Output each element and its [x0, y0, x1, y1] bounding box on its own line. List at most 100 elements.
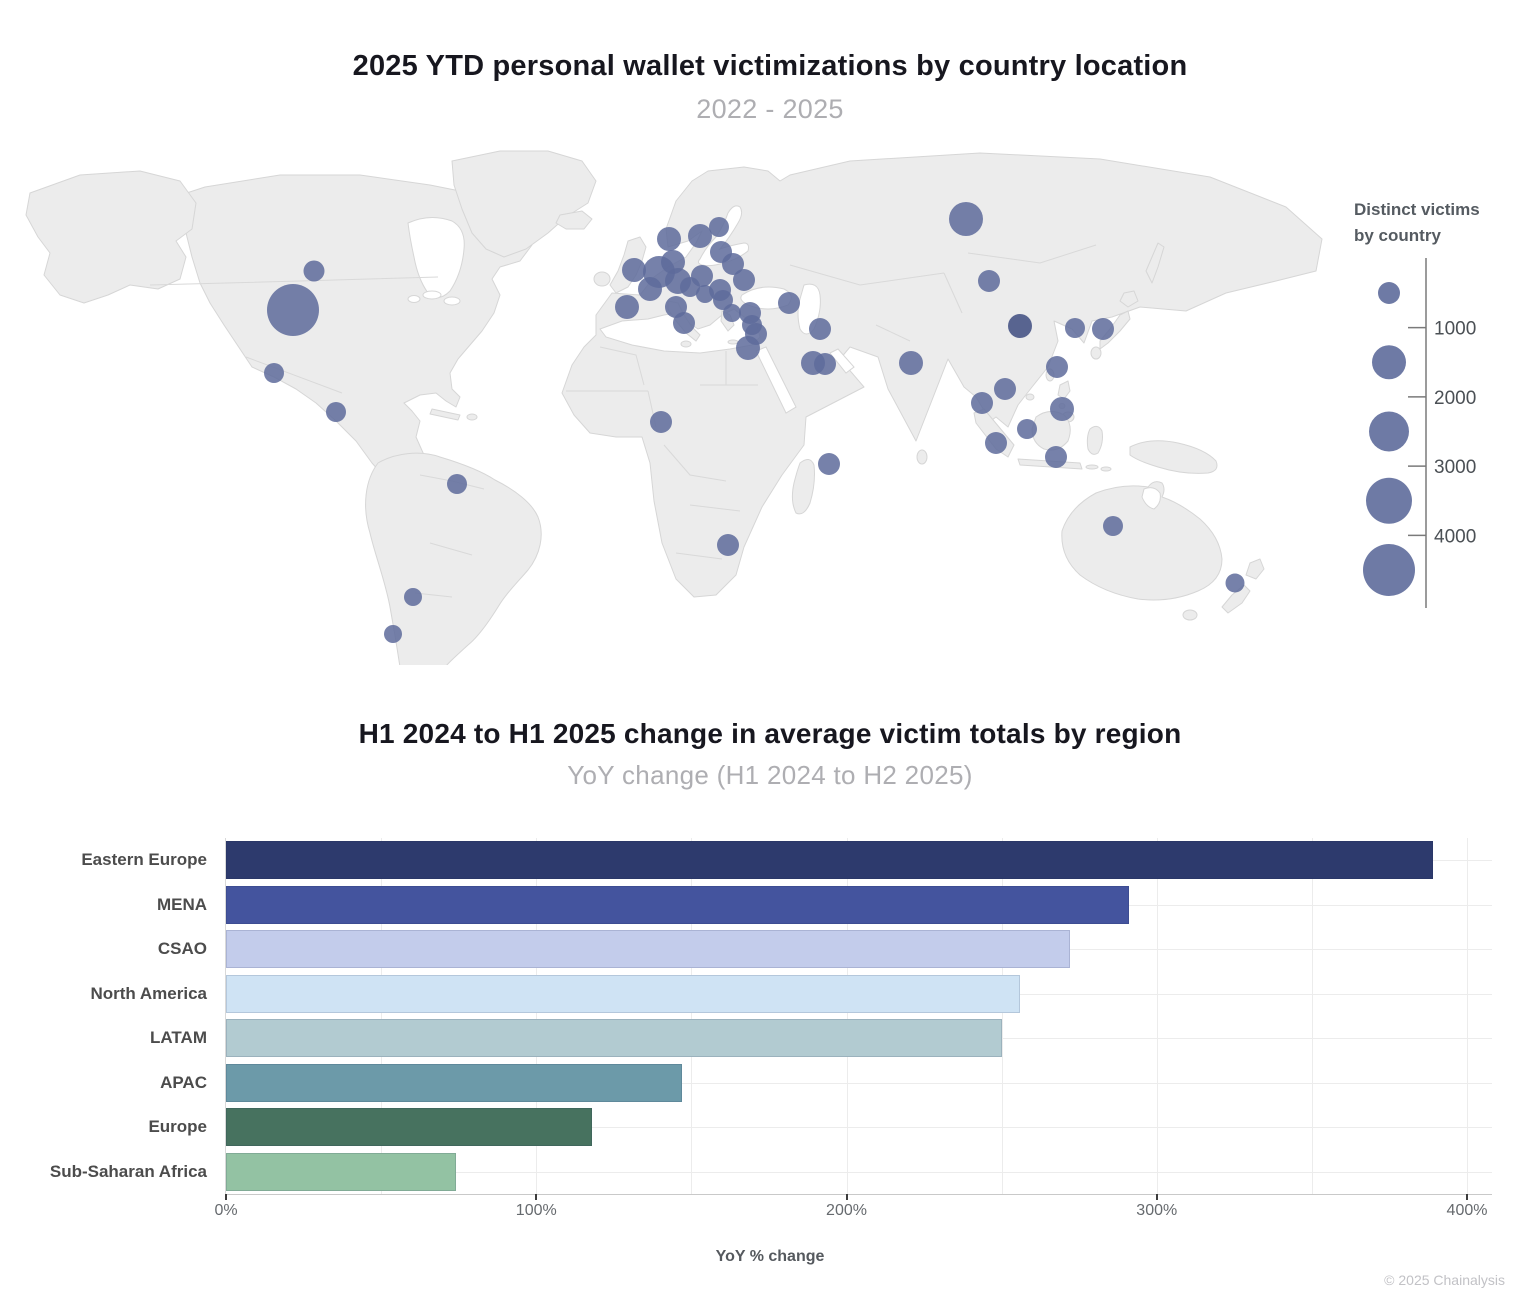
gridline-vertical-150 — [691, 838, 693, 1194]
map-bubble-kazakhstan[interactable] — [978, 270, 1000, 292]
bar-category-label-sub-saharan-africa: Sub-Saharan Africa — [49, 1161, 207, 1181]
legend-circle-2 — [1369, 411, 1409, 452]
bar-category-label-mena: MENA — [156, 894, 207, 914]
bar-latam[interactable] — [226, 1019, 1002, 1058]
landmass-sicily — [680, 340, 692, 348]
map-bubble-russia[interactable] — [949, 202, 983, 236]
bar-apac[interactable] — [226, 1063, 683, 1102]
map-bubble-greece[interactable] — [723, 304, 741, 322]
map-bubble-china[interactable] — [1008, 314, 1032, 338]
border-asia-4 — [875, 324, 911, 342]
footer-credit: © 2025 Chainalysis — [1384, 1272, 1505, 1288]
map-legend-title-line2: by country — [1354, 226, 1441, 245]
map-bubble-philippines[interactable] — [1050, 397, 1074, 421]
map-bubble-iran[interactable] — [809, 318, 831, 340]
border-africa-8 — [675, 552, 723, 560]
map-bubble-finland[interactable] — [709, 217, 729, 237]
gridline-vertical-400 — [1467, 838, 1468, 1194]
landmass-lesser-sunda-1 — [1085, 464, 1099, 470]
map-bubble-malaysia[interactable] — [1017, 419, 1037, 439]
border-asia-2 — [943, 272, 963, 314]
border-africa-7 — [689, 504, 741, 512]
map-bubble-japan[interactable] — [1092, 318, 1114, 340]
gridline-horizontal-5 — [226, 1082, 1492, 1084]
x-axis-tick-mark-0 — [225, 1194, 227, 1200]
landmass-nz-north — [1245, 558, 1265, 580]
x-axis-tick-label-100: 100% — [515, 1202, 557, 1219]
landmass-japan-honshu — [1099, 310, 1131, 350]
map-bubble-guatemala[interactable] — [326, 402, 346, 422]
bar-category-label-eastern-europe: Eastern Europe — [81, 850, 207, 870]
bar-chart-title: H1 2024 to H1 2025 change in average vic… — [358, 718, 1182, 749]
bar-mena[interactable] — [226, 885, 1129, 924]
map-bubble-vietnam[interactable] — [994, 378, 1016, 400]
map-bubble-thailand[interactable] — [971, 392, 993, 414]
gridline-vertical-250 — [1001, 838, 1003, 1194]
landmass-iceland — [555, 210, 593, 230]
landmass-eurasia-africa — [561, 152, 1323, 598]
map-bubble-italy-south[interactable] — [673, 312, 695, 334]
map-bubble-egypt[interactable] — [736, 336, 760, 360]
x-axis-tick-label-400: 400% — [1446, 1202, 1488, 1219]
bar-csao[interactable] — [226, 930, 1070, 969]
landmass-new-guinea — [1129, 440, 1218, 474]
gridline-horizontal-6 — [226, 1127, 1492, 1129]
map-bubble-spain[interactable] — [615, 295, 639, 319]
map-bubble-brazil[interactable] — [447, 474, 467, 494]
map-bubble-hungary[interactable] — [696, 285, 714, 303]
map-bubble-seychelles[interactable] — [818, 453, 840, 475]
map-legend-scale: 1000 2000 3000 4000 — [1363, 258, 1476, 608]
map-bubble-azerbaijan[interactable] — [778, 292, 800, 314]
legend-tick-label: 4000 — [1434, 526, 1476, 547]
landmass-cuba — [429, 408, 461, 421]
gridline-vertical-350 — [1311, 838, 1313, 1194]
landmass-luzon — [1057, 380, 1071, 400]
map-bubble-chile[interactable] — [384, 625, 402, 643]
bar-north-america[interactable] — [226, 974, 1021, 1013]
landmass-south-america — [365, 452, 542, 665]
map-bubble-france[interactable] — [638, 277, 662, 301]
map-bubble-new-zealand[interactable] — [1225, 573, 1245, 593]
map-bubble-ukraine[interactable] — [733, 269, 755, 291]
gridline-vertical-300 — [1156, 838, 1158, 1194]
map-bubble-norway[interactable] — [657, 227, 681, 251]
landmass-tasmania — [1182, 609, 1198, 621]
map-bubble-austria[interactable] — [680, 277, 700, 297]
bar-category-labels: Eastern Europe MENA CSAO North America LATAM… — [0, 838, 207, 1194]
bar-europe[interactable] — [226, 1108, 593, 1147]
bar-sub-saharan-africa[interactable] — [226, 1152, 456, 1191]
gridline-vertical-200 — [846, 838, 848, 1194]
sea-red-sea — [755, 346, 797, 414]
map-bubble-indonesia-java[interactable] — [1045, 446, 1067, 468]
map-bubble-australia[interactable] — [1103, 516, 1123, 536]
map-bubble-taiwan-coast[interactable] — [1046, 356, 1068, 378]
map-bubble-united-kingdom[interactable] — [622, 258, 646, 282]
map-bubble-india[interactable] — [899, 351, 923, 375]
x-axis-tick-label-0: 0% — [214, 1202, 238, 1219]
map-bubble-south-africa[interactable] — [717, 534, 739, 556]
gridline-horizontal-7 — [226, 1171, 1492, 1173]
map-bubble-indonesia-sumatra[interactable] — [985, 432, 1007, 454]
landmass-nz-south — [1221, 584, 1251, 614]
map-bubble-lithuania[interactable] — [722, 253, 744, 275]
bar-eastern-europe[interactable] — [226, 841, 1433, 880]
map-bubble-united-states[interactable] — [267, 284, 319, 336]
sea-great-lake-1 — [422, 290, 442, 300]
map-bubble-canada[interactable] — [303, 260, 325, 282]
border-asia-3 — [967, 244, 1097, 264]
map-bubble-sweden[interactable] — [688, 224, 712, 248]
landmass-sri-lanka — [916, 449, 928, 465]
map-bubble-mexico[interactable] — [264, 363, 284, 383]
border-us-mexico — [245, 356, 343, 394]
map-bubble-south-korea[interactable] — [1065, 318, 1085, 338]
x-axis-tick-label-200: 200% — [826, 1202, 867, 1219]
landmass-ireland — [593, 271, 611, 287]
bar-category-label-apac: APAC — [160, 1072, 207, 1092]
landmass-lesser-sunda-2 — [1100, 466, 1112, 472]
landmass-greenland — [451, 150, 597, 258]
map-bubble-nigeria[interactable] — [650, 411, 672, 433]
map-bubble-united-arab-emirates[interactable] — [814, 353, 836, 375]
map-bubble-argentina[interactable] — [404, 588, 422, 606]
bar-category-label-north-america: North America — [90, 983, 207, 1003]
map-legend: Distinct victims by country — [1354, 197, 1480, 249]
